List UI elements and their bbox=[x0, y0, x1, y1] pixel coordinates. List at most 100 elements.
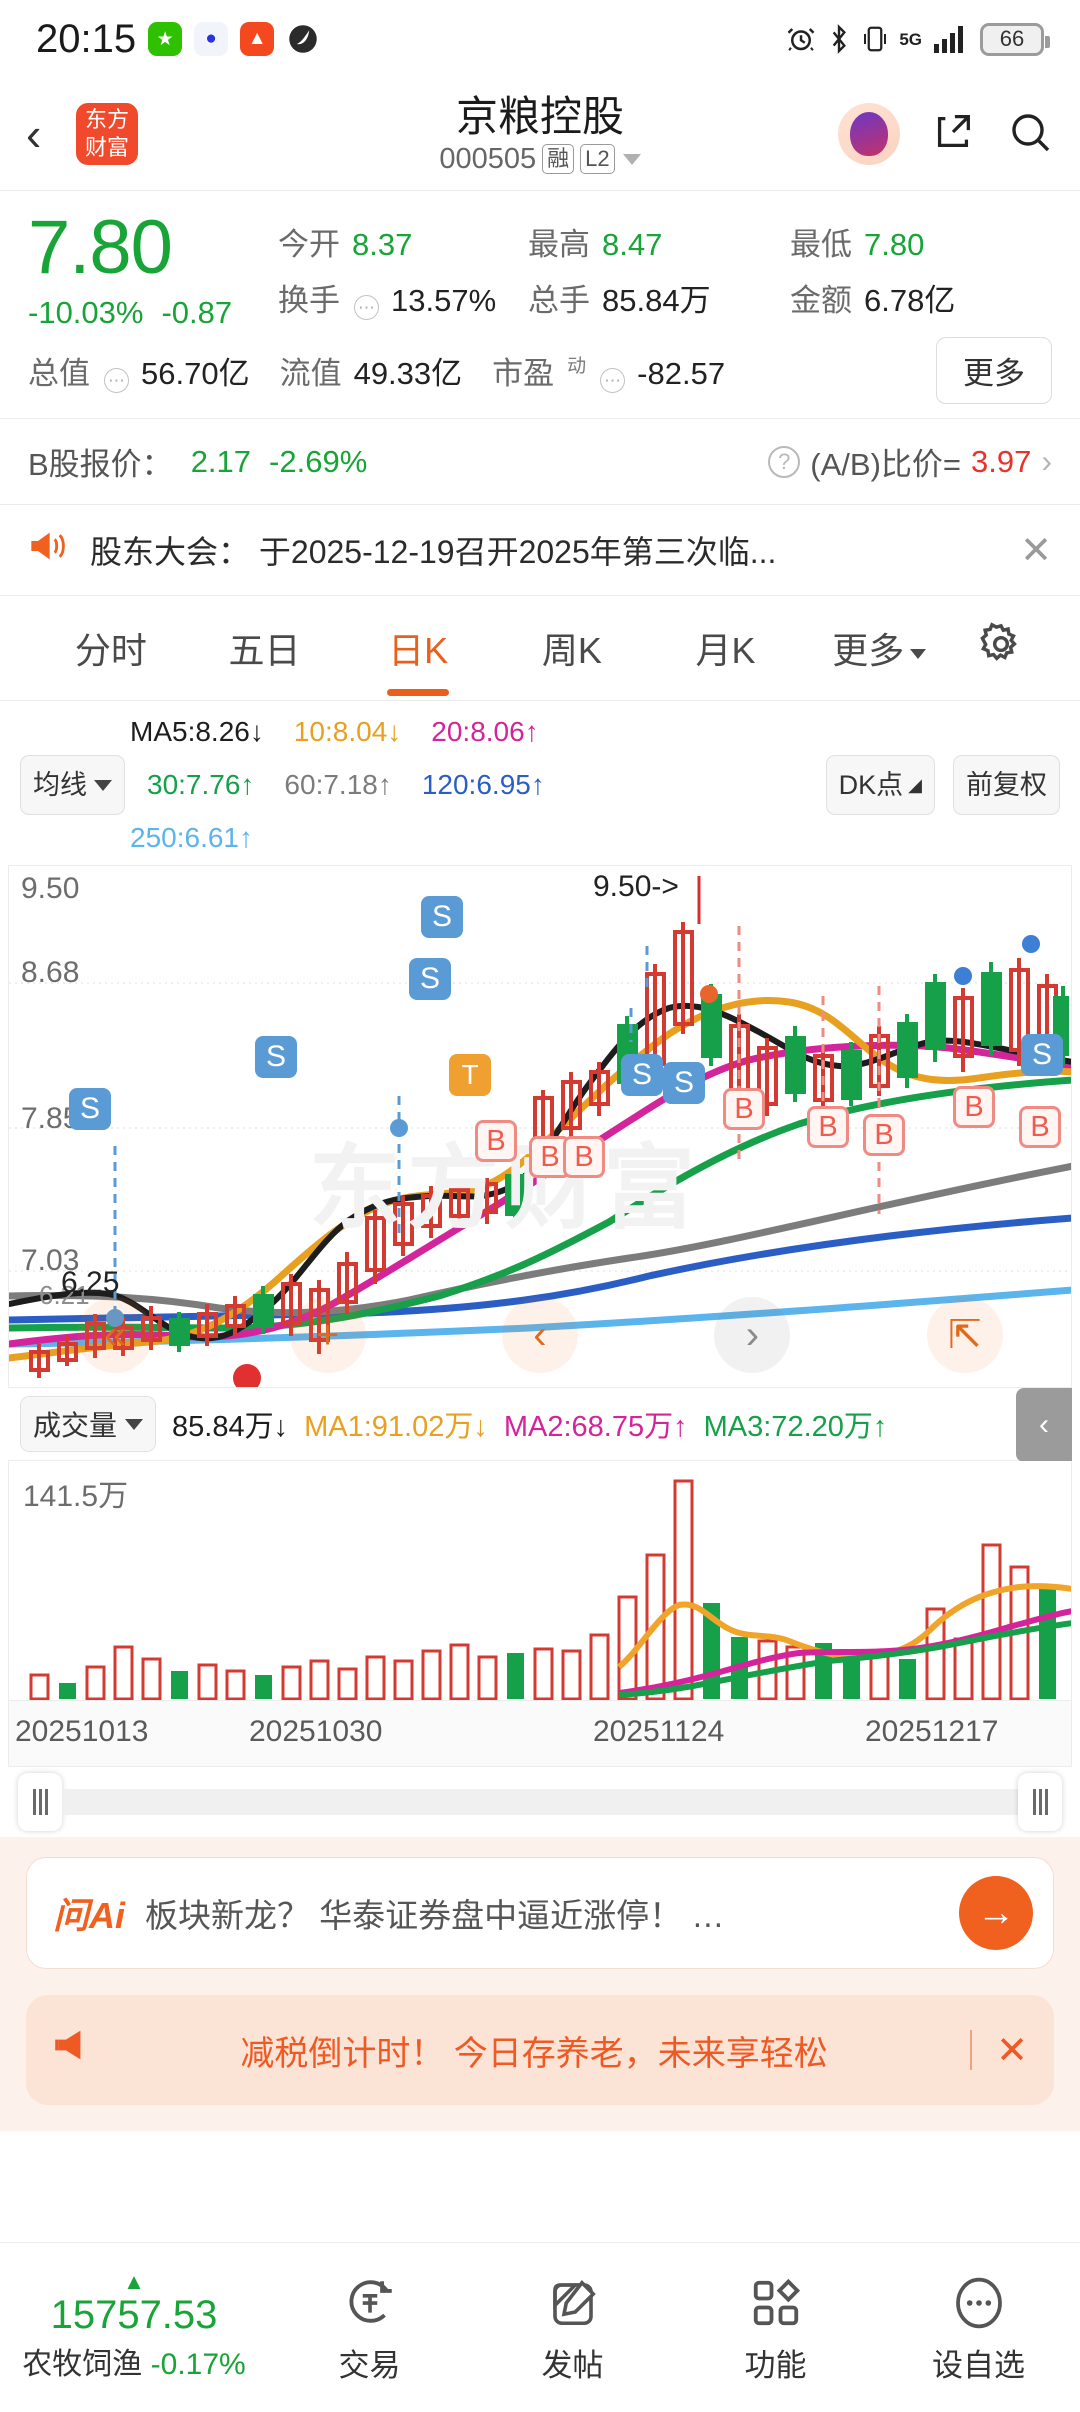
close-icon[interactable]: ✕ bbox=[996, 2029, 1028, 2072]
ma-20: 20:8.06↑ bbox=[431, 716, 539, 747]
last-price: 7.80 bbox=[28, 205, 173, 290]
floatcap-value: 49.33亿 bbox=[353, 356, 463, 391]
status-bar-right: 5G 66 bbox=[786, 22, 1050, 56]
bshare-row[interactable]: B股报价： 2.17 -2.69% ? (A/B)比价= 3.97 › bbox=[0, 419, 1080, 504]
x-axis-tick-2: 20251124 bbox=[593, 1715, 725, 1748]
chevron-right-icon[interactable]: › bbox=[1041, 443, 1052, 479]
turnover-cell: 换手 ⋯ 13.57% bbox=[278, 273, 528, 329]
tab-daily-k[interactable]: 日K bbox=[341, 622, 495, 674]
change-absolute: -0.87 bbox=[161, 295, 233, 330]
amount-value: 6.78亿 bbox=[864, 283, 956, 318]
low-value: 7.80 bbox=[864, 227, 925, 262]
tab-more[interactable]: 更多 bbox=[802, 622, 956, 674]
price-chart[interactable]: 东方财富 bbox=[8, 865, 1072, 1387]
ma-60: 60:7.18↑ bbox=[284, 769, 392, 800]
bottom-nav: ▲ 15757.53 农牧饲渔 -0.17% 交易 发帖 功能 bbox=[0, 2242, 1080, 2412]
tab-monthly-k[interactable]: 月K bbox=[695, 630, 756, 671]
more-button[interactable]: 更多 bbox=[936, 337, 1052, 404]
floatcap-label: 流值 bbox=[279, 356, 342, 391]
zoom-out-icon[interactable]: « bbox=[77, 1297, 154, 1373]
volume-scale-label: 141.5万 bbox=[23, 1480, 129, 1513]
index-name: 农牧饲渔 bbox=[22, 2347, 143, 2381]
high-label: 最高 bbox=[528, 227, 590, 262]
chart-settings-button[interactable] bbox=[956, 621, 1046, 676]
quote-grid: 今开 8.37 最高 8.47 最低 7.80 换手 ⋯ 13.57% bbox=[278, 205, 1052, 331]
high-value: 8.47 bbox=[602, 227, 663, 262]
chevron-left-icon[interactable]: ‹ bbox=[1016, 1388, 1072, 1462]
volume-value: 85.84万 bbox=[602, 283, 711, 318]
tab-weekly-k[interactable]: 周K bbox=[541, 630, 602, 671]
buy-signal-badge: B bbox=[953, 1086, 995, 1128]
info-dots-icon[interactable]: ⋯ bbox=[354, 295, 379, 320]
ai-banner-wrap: 问Ai 板块新龙？ 华泰证券盘中逼近涨停！ … → bbox=[0, 1837, 1080, 1987]
dk-point-button[interactable]: DK点 ◢ bbox=[825, 755, 935, 815]
volume-chart[interactable]: 141.5万 bbox=[8, 1461, 1072, 1701]
top-signal-badge: T bbox=[449, 1054, 491, 1096]
divider bbox=[0, 700, 1080, 701]
promo-banner[interactable]: 减税倒计时！ 今日存养老，未来享轻松 ✕ bbox=[26, 1995, 1054, 2105]
arrow-right-icon[interactable]: → bbox=[959, 1876, 1033, 1950]
buy-signal-badge: B bbox=[1019, 1106, 1061, 1148]
alarm-icon bbox=[786, 24, 816, 54]
volume-label: 总手 bbox=[528, 283, 590, 318]
ab-ratio-block[interactable]: ? (A/B)比价= 3.97 › bbox=[768, 439, 1052, 484]
sell-signal-badge: S bbox=[1021, 1034, 1063, 1076]
volume-selector-button[interactable]: 成交量 bbox=[20, 1396, 157, 1452]
bshare-change: -2.69% bbox=[269, 443, 368, 479]
mktcap-value: 56.70亿 bbox=[141, 356, 250, 391]
quote-row-1: 今开 8.37 最高 8.47 最低 7.80 bbox=[278, 217, 1052, 273]
divider bbox=[970, 2030, 973, 2070]
nav-item-watchlist[interactable]: 设自选 bbox=[877, 2270, 1080, 2385]
announcement-bar[interactable]: 股东大会： 于2025-12-19召开2025年第三次临... ✕ bbox=[0, 505, 1080, 595]
ai-banner-text: 板块新龙？ 华泰证券盘中逼近涨停！ … bbox=[145, 1897, 725, 1934]
chart-toolbar: « + ‹ › ⇱ bbox=[9, 1289, 1071, 1381]
avatar[interactable] bbox=[838, 103, 900, 165]
ma-selector-button[interactable]: 均线 bbox=[20, 755, 125, 815]
range-handle-left[interactable] bbox=[18, 1773, 62, 1831]
ma-row-2: 均线 30:7.76↑ 60:7.18↑ 120:6.95↑ DK点 ◢ 前复权 bbox=[20, 755, 1060, 815]
scroll-left-icon[interactable]: ‹ bbox=[501, 1297, 578, 1373]
info-dots-icon[interactable]: ⋯ bbox=[600, 368, 626, 393]
amount-cell: 金额 6.78亿 bbox=[790, 273, 955, 329]
logo-line2: 财富 bbox=[84, 135, 129, 160]
logo-line1: 东方 bbox=[84, 107, 129, 132]
chevron-down-icon[interactable] bbox=[622, 153, 641, 165]
crosshair-icon[interactable]: + bbox=[289, 1297, 366, 1373]
header-actions bbox=[838, 103, 1054, 165]
adjust-type-button[interactable]: 前复权 bbox=[953, 755, 1060, 815]
ma-120: 120:6.95↑ bbox=[421, 769, 545, 800]
index-widget[interactable]: ▲ 15757.53 农牧饲渔 -0.17% bbox=[0, 2270, 268, 2383]
tab-fiveday[interactable]: 五日 bbox=[228, 630, 301, 671]
x-axis-tick-1: 20251030 bbox=[249, 1715, 383, 1748]
volume-panel-header: 成交量 85.84万↓ MA1:91.02万↓ MA2:68.75万↑ MA3:… bbox=[8, 1387, 1072, 1462]
close-icon[interactable]: ✕ bbox=[1020, 529, 1052, 572]
battery-indicator: 66 bbox=[980, 22, 1050, 56]
quote-block: 7.80 -10.03% -0.87 今开 8.37 最高 8.47 最低 7.… bbox=[0, 191, 1080, 337]
help-icon[interactable]: ? bbox=[768, 445, 801, 478]
ai-banner[interactable]: 问Ai 板块新龙？ 华泰证券盘中逼近涨停！ … → bbox=[26, 1857, 1054, 1969]
nav-item-trade[interactable]: 交易 bbox=[268, 2270, 471, 2385]
bshare-price: 2.17 bbox=[190, 443, 252, 479]
y-axis-tick-0: 9.50 bbox=[21, 872, 80, 905]
buy-signal-badge: B bbox=[563, 1136, 605, 1178]
peak-annotation: 9.50-> bbox=[593, 870, 679, 903]
nav-label-watchlist: 设自选 bbox=[932, 2348, 1025, 2383]
back-button[interactable]: ‹ bbox=[26, 108, 42, 160]
function-icon bbox=[674, 2270, 877, 2336]
nav-item-post[interactable]: 发帖 bbox=[471, 2270, 674, 2385]
search-icon[interactable] bbox=[1006, 108, 1054, 161]
chart-range-slider[interactable] bbox=[0, 1767, 1080, 1837]
nav-item-function[interactable]: 功能 bbox=[674, 2270, 877, 2385]
range-handle-right[interactable] bbox=[1018, 1773, 1062, 1831]
range-track[interactable] bbox=[62, 1789, 1018, 1815]
tab-minute[interactable]: 分时 bbox=[74, 630, 147, 671]
price-column: 7.80 -10.03% -0.87 bbox=[28, 205, 278, 331]
scroll-right-icon[interactable]: › bbox=[714, 1297, 791, 1373]
share-icon[interactable] bbox=[930, 109, 976, 160]
fullscreen-icon[interactable]: ⇱ bbox=[926, 1297, 1003, 1373]
divider bbox=[0, 595, 1080, 596]
watchlist-icon bbox=[877, 2270, 1080, 2336]
low-cell: 最低 7.80 bbox=[790, 217, 924, 273]
info-dots-icon[interactable]: ⋯ bbox=[104, 368, 129, 393]
